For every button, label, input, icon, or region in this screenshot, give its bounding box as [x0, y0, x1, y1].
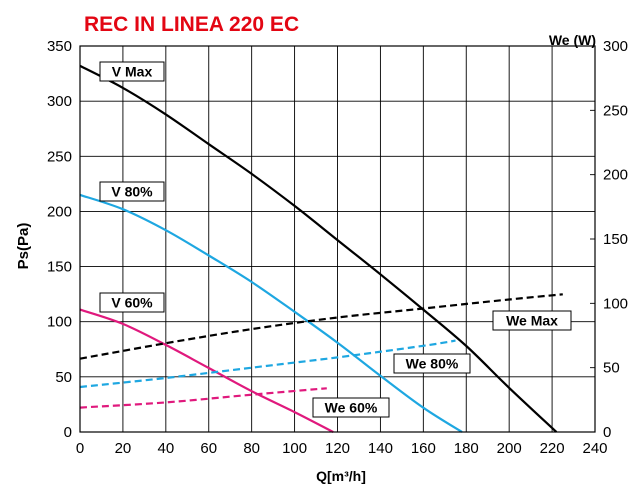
y-tick-label: 0	[64, 424, 72, 441]
series-label-we-max: We Max	[492, 310, 572, 331]
series-line-we-80	[79, 339, 456, 389]
x-tick-label: 60	[200, 440, 217, 457]
y2-tick-label: 300	[603, 38, 628, 55]
y-tick-label: 100	[47, 314, 72, 331]
x-tick-label: 100	[282, 440, 307, 457]
series-line-v-60	[79, 308, 334, 433]
series-label-we-80: We 80%	[393, 353, 471, 374]
y2-axis-label: We (W)	[549, 32, 596, 48]
y2-tick-label: 50	[603, 360, 620, 377]
series-label-text: We 60%	[325, 400, 378, 416]
series-label-v-80: V 80%	[99, 181, 165, 202]
series-label-box	[393, 353, 471, 374]
series-line-v-max	[79, 64, 558, 433]
x-tick-label: 140	[368, 440, 393, 457]
series-label-text: V Max	[112, 64, 153, 80]
series-line-v-80	[79, 193, 463, 433]
y2-tick-label: 100	[603, 295, 628, 312]
x-tick-label: 0	[76, 440, 84, 457]
x-tick-label: 180	[454, 440, 479, 457]
y-tick-label: 200	[47, 203, 72, 220]
y-tick-label: 250	[47, 148, 72, 165]
y-tick-label: 300	[47, 93, 72, 110]
y-axis-label: Ps(Pa)	[15, 223, 32, 270]
series-label-box	[99, 181, 165, 202]
x-tick-label: 80	[243, 440, 260, 457]
y-tick-label: 350	[47, 38, 72, 55]
x-tick-label: 160	[411, 440, 436, 457]
x-tick-label: 40	[157, 440, 174, 457]
series-label-box	[492, 310, 572, 331]
tick-labels: 0 20 40 60 80 100 120 140 160 180 200 220 2400501001…	[47, 38, 628, 457]
series-label-box	[99, 292, 165, 313]
y2-tick-label: 200	[603, 167, 628, 184]
x-tick-label: 20	[115, 440, 132, 457]
x-tick-label: 220	[540, 440, 565, 457]
series-label-text: We 80%	[406, 356, 459, 372]
series-label-v-max: V Max	[99, 61, 165, 82]
y-tick-label: 50	[55, 369, 72, 386]
chart-title: REC IN LINEA 220 EC	[84, 13, 299, 36]
series-labels: V Max V 80% V 60% We Max We 80% We 60%	[99, 61, 572, 418]
series-label-box	[312, 397, 390, 418]
x-axis-label: Q[m³/h]	[316, 468, 366, 484]
series-label-text: V 80%	[111, 184, 153, 200]
plot-frame	[79, 45, 596, 433]
y2-tick-label: 250	[603, 102, 628, 119]
series-label-v-60: V 60%	[99, 292, 165, 313]
y-tick-label: 150	[47, 259, 72, 276]
series-line-we-60	[79, 387, 327, 409]
series-label-text: V 60%	[111, 295, 153, 311]
x-tick-label: 240	[582, 440, 607, 457]
series-lines	[79, 64, 563, 433]
series-label-text: We Max	[506, 313, 558, 329]
x-tick-label: 120	[325, 440, 350, 457]
series-label-we-60: We 60%	[312, 397, 390, 418]
x-tick-label: 200	[497, 440, 522, 457]
series-label-box	[99, 61, 165, 82]
y2-tick-label: 150	[603, 231, 628, 248]
y2-tick-label: 0	[603, 424, 611, 441]
